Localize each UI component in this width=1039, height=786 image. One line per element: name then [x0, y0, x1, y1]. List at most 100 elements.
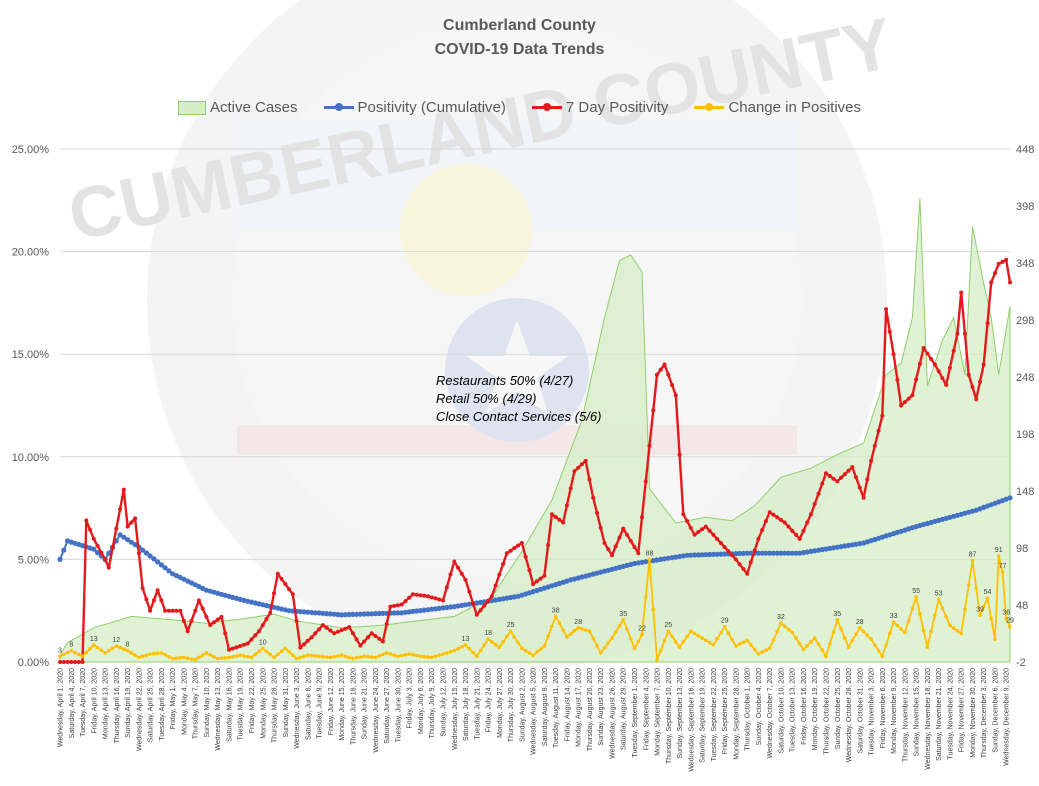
positivity-cumulative-point	[703, 552, 709, 558]
seven-day-positivity-point	[778, 517, 783, 522]
change-in-positives-point	[1008, 624, 1012, 629]
x-tick-label: Saturday, October 31, 2020	[857, 668, 864, 754]
watermark-sun	[400, 164, 532, 296]
change-in-positives-point	[227, 655, 231, 660]
change-in-positives-point	[249, 655, 254, 660]
x-tick-label: Tuesday, June 30, 2020	[395, 668, 402, 742]
seven-day-positivity-point	[816, 491, 821, 496]
change-in-positives-point	[317, 654, 321, 659]
change-in-positives-point	[208, 653, 212, 657]
change-in-positives-point	[328, 655, 333, 660]
seven-day-positivity-point	[99, 550, 104, 555]
positivity-cumulative-point	[128, 539, 134, 545]
change-data-label: 33	[890, 613, 898, 620]
seven-day-positivity-point	[598, 525, 603, 530]
x-tick-label: Tuesday, April 7, 2020	[80, 668, 87, 737]
y-right-tick-label: 248	[1016, 372, 1034, 384]
change-in-positives-point	[452, 648, 457, 653]
seven-day-positivity-point	[752, 548, 757, 553]
change-data-label: 77	[999, 563, 1007, 570]
seven-day-positivity-point	[84, 518, 89, 523]
positivity-cumulative-point	[320, 610, 326, 616]
seven-day-positivity-point	[467, 589, 472, 594]
change-in-positives-point	[445, 651, 449, 655]
change-in-positives-point	[332, 654, 336, 659]
positivity-cumulative-point	[770, 550, 777, 556]
seven-day-positivity-point	[891, 352, 896, 357]
seven-day-positivity-point	[129, 520, 134, 525]
x-tick-label: Wednesday, October 7, 2020	[767, 668, 774, 759]
change-in-positives-point	[726, 631, 731, 635]
x-tick-label: Thursday, October 22, 2020	[824, 668, 831, 755]
change-in-positives-point	[636, 639, 641, 644]
positivity-cumulative-point	[395, 610, 401, 616]
seven-day-positivity-point	[989, 280, 994, 285]
y-axis-left: 0.00% 5.00% 10.00% 15.00% 20.00% 25.00%	[12, 144, 50, 669]
positivity-cumulative-point	[158, 562, 164, 568]
seven-day-positivity-point	[910, 393, 915, 398]
seven-day-positivity-point	[801, 528, 806, 533]
seven-day-positivity-point	[264, 616, 269, 621]
positivity-cumulative-point	[440, 605, 446, 611]
change-in-positives-point	[411, 653, 415, 657]
x-tick-label: Friday, July 3, 2020	[407, 668, 414, 729]
change-in-positives-point	[133, 653, 137, 657]
change-in-positives-point	[137, 655, 141, 660]
change-data-label: 3	[58, 647, 62, 654]
change-in-positives-point	[831, 630, 836, 634]
positivity-cumulative-point	[140, 547, 146, 553]
seven-day-positivity-point	[617, 535, 622, 540]
change-in-positives-point	[170, 656, 175, 661]
seven-day-positivity-point	[730, 553, 735, 558]
change-in-positives-point	[906, 618, 911, 623]
seven-day-positivity-point	[121, 487, 126, 492]
legend-item-7day-positivity: 7 Day Positivity	[531, 99, 669, 116]
change-in-positives-point	[351, 656, 355, 661]
change-data-label: 32	[777, 614, 785, 621]
change-in-positives-point	[737, 642, 742, 646]
change-in-positives-point	[159, 651, 164, 655]
seven-day-positivity-point	[523, 554, 528, 559]
seven-day-positivity-point	[260, 623, 265, 628]
seven-day-positivity-point	[940, 376, 945, 381]
change-data-label: 18	[484, 630, 492, 637]
seven-day-positivity-point	[242, 642, 246, 647]
seven-day-positivity-point	[463, 577, 468, 582]
x-tick-label: Sunday, May 31, 2020	[283, 668, 290, 738]
seven-day-positivity-point	[489, 594, 494, 599]
y-axis-right: -2 48 98 148 198 248 298 348 398 448	[1016, 144, 1034, 669]
change-in-positives-point	[535, 650, 539, 654]
x-tick-label: Wednesday, June 24, 2020	[373, 668, 380, 753]
seven-day-positivity-point	[692, 532, 697, 537]
change-in-positives-point	[238, 653, 242, 657]
change-in-positives-point	[140, 654, 145, 659]
positivity-cumulative-point	[399, 610, 405, 616]
seven-day-positivity-point	[718, 541, 723, 545]
seven-day-positivity-point	[448, 572, 453, 577]
seven-day-positivity-point	[561, 520, 566, 525]
legend-label-7day-positivity: 7 Day Positivity	[565, 99, 669, 116]
change-in-positives-point	[587, 629, 592, 633]
x-tick-label: Sunday, October 25, 2020	[835, 668, 842, 749]
change-in-positives-point	[478, 648, 483, 653]
seven-day-positivity-point	[662, 362, 667, 367]
change-in-positives-point	[598, 651, 603, 655]
y-left-tick-label: 5.00%	[18, 554, 49, 566]
positivity-cumulative-point	[117, 532, 123, 538]
x-tick-label: Thursday, June 18, 2020	[350, 668, 357, 745]
positivity-cumulative-point	[162, 565, 168, 571]
positivity-cumulative-point	[354, 611, 360, 617]
seven-day-positivity-point	[103, 557, 108, 562]
positivity-cumulative-point	[744, 550, 750, 556]
seven-day-positivity-point	[181, 619, 186, 623]
positivity-cumulative-point	[339, 612, 345, 618]
seven-day-positivity-point	[482, 603, 487, 608]
x-tick-label: Wednesday, December 9, 2020	[1004, 668, 1011, 766]
change-in-positives-point	[711, 643, 716, 647]
change-in-positives-point	[88, 646, 92, 651]
change-data-label: 35	[833, 611, 841, 618]
seven-day-positivity-point	[471, 601, 475, 606]
change-in-positives-point	[144, 653, 149, 657]
change-in-positives-point	[253, 652, 258, 657]
seven-day-positivity-point	[302, 642, 307, 647]
